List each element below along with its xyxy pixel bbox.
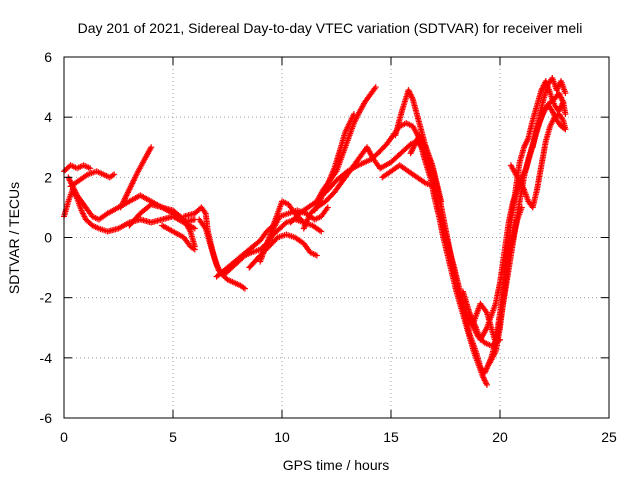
x-tick-label: 10 <box>274 429 290 445</box>
series-15 <box>311 111 357 214</box>
grid-lines <box>64 57 609 418</box>
series-14 <box>300 144 384 232</box>
y-axis-label: SDTVAR / TECUs <box>6 182 22 294</box>
chart-title: Day 201 of 2021, Sidereal Day-to-day VTE… <box>78 20 583 36</box>
data-point <box>148 144 155 151</box>
x-tick-label: 25 <box>601 429 617 445</box>
x-tick-label: 20 <box>492 429 508 445</box>
data-point <box>318 228 325 235</box>
y-tick-label: -2 <box>40 290 53 306</box>
data-point <box>562 126 569 133</box>
y-tick-label: -4 <box>40 350 53 366</box>
series-3 <box>67 168 118 190</box>
series-18 <box>379 162 438 190</box>
data-point <box>87 165 94 172</box>
y-tick-label: 4 <box>44 109 52 125</box>
x-tick-label: 5 <box>169 429 177 445</box>
y-tick-label: 6 <box>44 49 52 65</box>
data-point <box>518 204 525 211</box>
series-6 <box>159 222 198 253</box>
series-25 <box>529 75 569 151</box>
data-point <box>560 99 567 106</box>
data-point <box>350 111 357 118</box>
data-point <box>562 111 569 118</box>
data-point <box>372 84 379 91</box>
data-point <box>111 171 118 178</box>
data-points <box>61 75 569 388</box>
x-axis-tick-labels: 0 5 10 15 20 25 <box>60 429 617 445</box>
y-tick-label: 0 <box>44 230 52 246</box>
y-tick-label: 2 <box>44 169 52 185</box>
x-tick-label: 0 <box>60 429 68 445</box>
data-point <box>562 90 569 97</box>
x-tick-label: 15 <box>383 429 399 445</box>
series-4 <box>117 144 155 211</box>
data-point <box>191 246 198 253</box>
series-24 <box>507 111 569 211</box>
data-point <box>483 381 490 388</box>
data-point <box>313 252 320 259</box>
data-point <box>241 285 248 292</box>
axis-ticks <box>63 56 610 419</box>
x-axis-label: GPS time / hours <box>283 457 390 473</box>
data-point-interp <box>282 220 289 227</box>
data-point <box>191 225 198 232</box>
data-point <box>324 204 331 211</box>
series-23 <box>486 204 525 367</box>
y-axis-tick-labels: -6 -4 -2 0 2 4 6 <box>40 49 53 426</box>
y-tick-label: -6 <box>40 410 53 426</box>
series-1 <box>61 162 94 175</box>
